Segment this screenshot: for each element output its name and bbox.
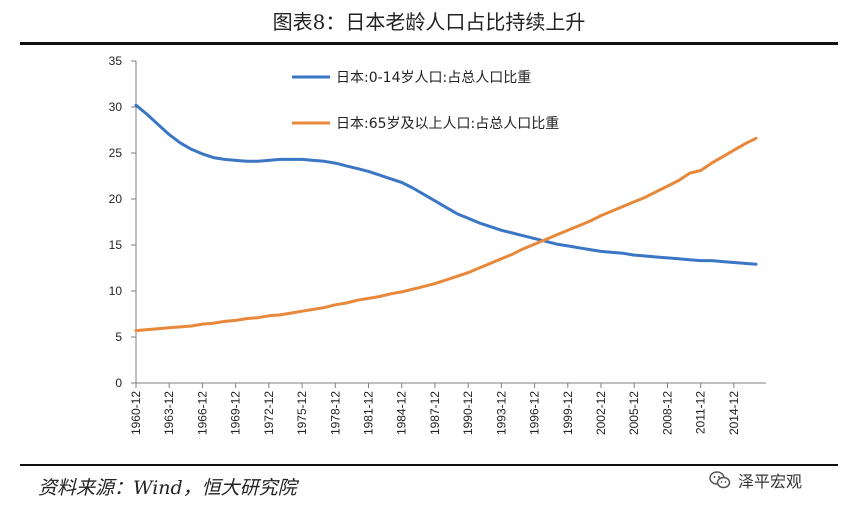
y-tick-label: 30 [109, 100, 123, 114]
x-tick-label: 1996-12 [528, 391, 542, 435]
x-tick-label: 1972-12 [262, 391, 276, 435]
x-tick-label: 1969-12 [229, 391, 243, 435]
x-tick-label: 1960-12 [129, 391, 143, 435]
x-tick-label: 1966-12 [195, 391, 209, 435]
wechat-icon [709, 471, 731, 489]
legend-label-age-65-plus: 日本:65岁及以上人口:占总人口比重 [336, 116, 559, 132]
y-tick-label: 0 [115, 376, 122, 390]
x-tick-label: 1963-12 [162, 391, 176, 435]
y-tick-label: 25 [109, 146, 123, 160]
bottom-rule [20, 464, 838, 466]
y-tick-label: 20 [109, 192, 123, 206]
series-line-age-65-plus [134, 136, 758, 333]
x-tick-label: 1978-12 [328, 391, 342, 435]
top-rule [20, 42, 838, 45]
x-tick-label: 2011-12 [694, 391, 708, 434]
watermark-text: 泽平宏观 [738, 472, 803, 491]
x-tick-label: 1981-12 [362, 391, 376, 435]
x-tick-label: 1990-12 [461, 391, 475, 435]
source-note: 资料来源：Wind，恒大研究院 [38, 477, 297, 499]
y-tick-label: 35 [109, 54, 123, 68]
x-tick-label: 2002-12 [594, 391, 608, 435]
legend-label-age-0-14: 日本:0-14岁人口:占总人口比重 [336, 70, 531, 86]
y-tick-label: 15 [109, 238, 123, 252]
x-tick-label: 1987-12 [428, 391, 442, 435]
series-line-age-0-14 [134, 103, 758, 266]
x-tick-label: 1984-12 [395, 391, 409, 435]
watermark: 泽平宏观 [708, 468, 802, 492]
y-tick-label: 5 [115, 330, 122, 344]
x-tick-label: 1999-12 [561, 391, 575, 435]
y-tick-label: 10 [109, 284, 123, 298]
x-tick-label: 1993-12 [494, 391, 508, 435]
x-tick-label: 2005-12 [627, 391, 641, 435]
x-tick-label: 1975-12 [295, 391, 309, 435]
line-chart: 0 5 10 15 20 25 30 35 1960-12 1963-12 1966-12 1969-… [109, 54, 766, 435]
x-tick-label: 2014-12 [727, 391, 741, 435]
chart-title: 图表8：日本老龄人口占比持续上升 [272, 10, 586, 34]
x-tick-label: 2008-12 [660, 391, 674, 435]
